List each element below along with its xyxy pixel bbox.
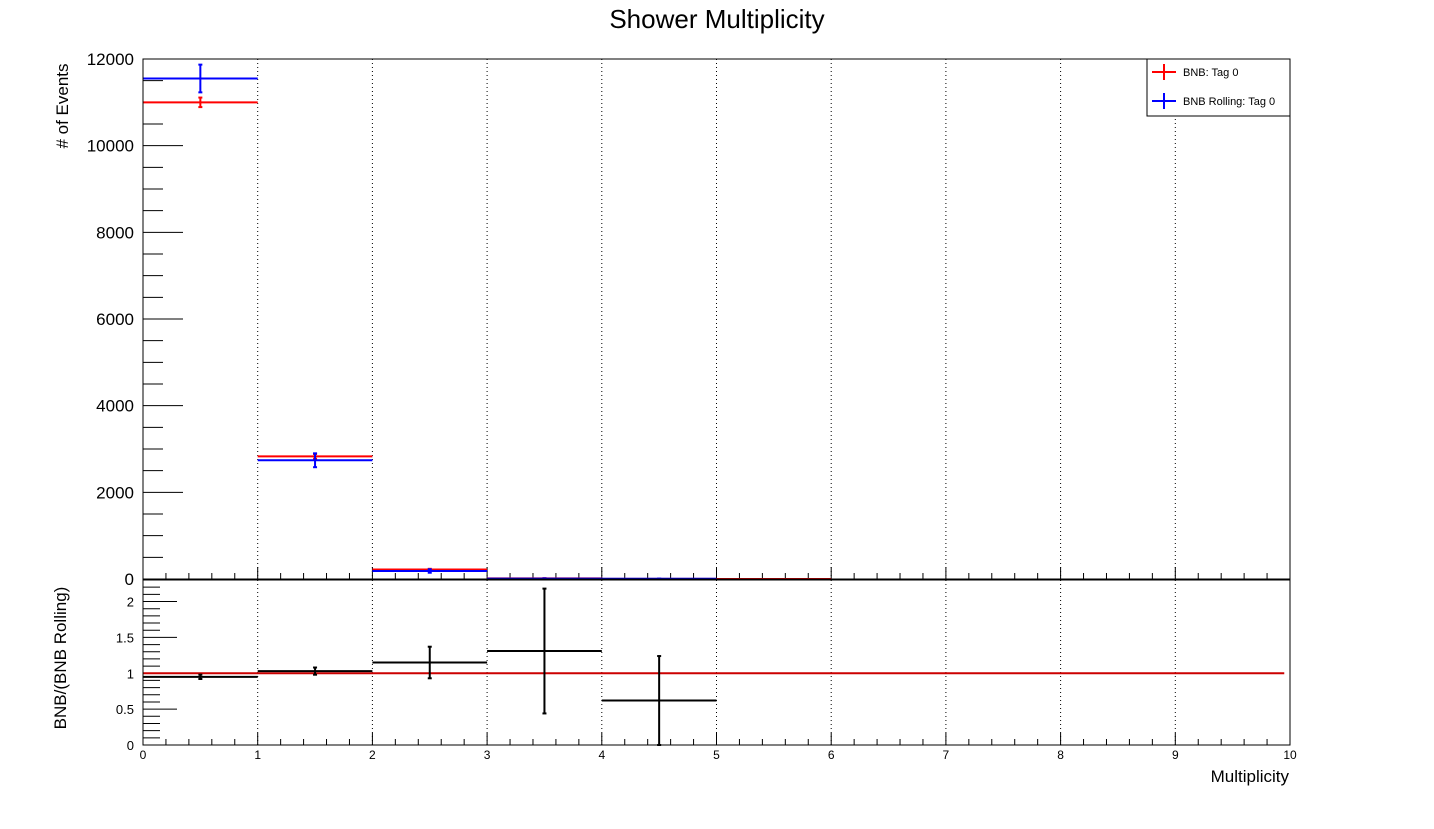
x-tick-label: 6 [828, 748, 835, 762]
top-y-tick-label: 4000 [96, 397, 134, 416]
x-tick-label: 10 [1283, 748, 1297, 762]
chart-title: Shower Multiplicity [609, 4, 824, 34]
legend-label-bnb-rolling: BNB Rolling: Tag 0 [1183, 96, 1275, 108]
x-tick-label: 9 [1172, 748, 1179, 762]
ratio-series [143, 587, 1285, 746]
x-tick-label: 7 [943, 748, 950, 762]
top-y-tick-label: 6000 [96, 310, 134, 329]
ratio-y-tick-label: 0 [127, 738, 134, 753]
top-plot-frame [142, 58, 1291, 580]
legend-label-bnb: BNB: Tag 0 [1183, 67, 1238, 79]
legend: BNB: Tag 0 BNB Rolling: Tag 0 [1146, 58, 1291, 117]
x-tick-label: 8 [1057, 748, 1064, 762]
legend-box [1146, 58, 1291, 117]
top-y-tick-label: 10000 [87, 137, 134, 156]
x-tick-label: 5 [713, 748, 720, 762]
ratio-y-tick-label: 1 [127, 666, 134, 681]
ratio-y-axis-label: BNB/(BNB Rolling) [51, 587, 70, 730]
top-y-tick-label: 12000 [87, 50, 134, 69]
ratio-y-tick-label: 2 [127, 595, 134, 610]
x-tick-label: 2 [369, 748, 376, 762]
top-grid [257, 59, 1176, 579]
top-axis-ticks: 0 2000 4000 6000 8000 10000 12000 [87, 50, 1291, 589]
ratio-y-tick-label: 0.5 [116, 702, 134, 717]
top-y-tick-label: 8000 [96, 223, 134, 242]
x-tick-label: 1 [254, 748, 261, 762]
x-tick-label: 0 [140, 748, 147, 762]
top-y-tick-label: 0 [125, 570, 134, 589]
ratio-y-tick-label: 1.5 [116, 630, 134, 645]
top-y-axis-label: # of Events [53, 63, 72, 148]
x-tick-label: 4 [598, 748, 605, 762]
x-tick-label: 3 [484, 748, 491, 762]
x-axis-label: Multiplicity [1211, 767, 1290, 786]
top-y-tick-label: 2000 [96, 483, 134, 502]
ratio-plot-frame [142, 579, 1291, 746]
